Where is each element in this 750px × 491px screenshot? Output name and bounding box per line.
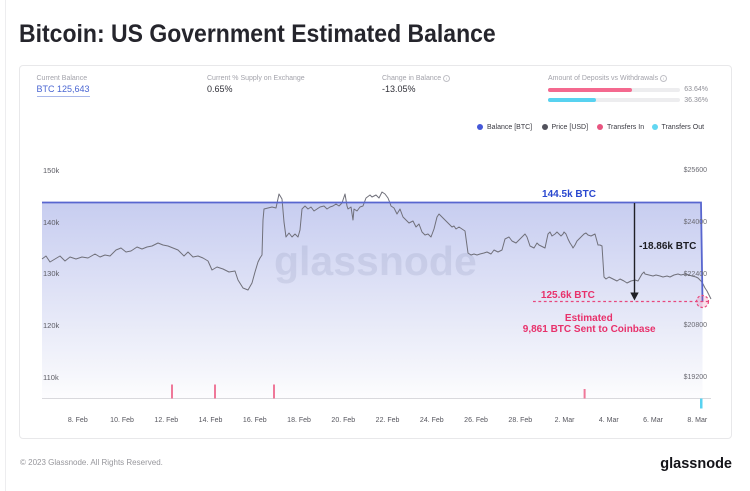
svg-text:glassnode: glassnode bbox=[274, 238, 477, 284]
